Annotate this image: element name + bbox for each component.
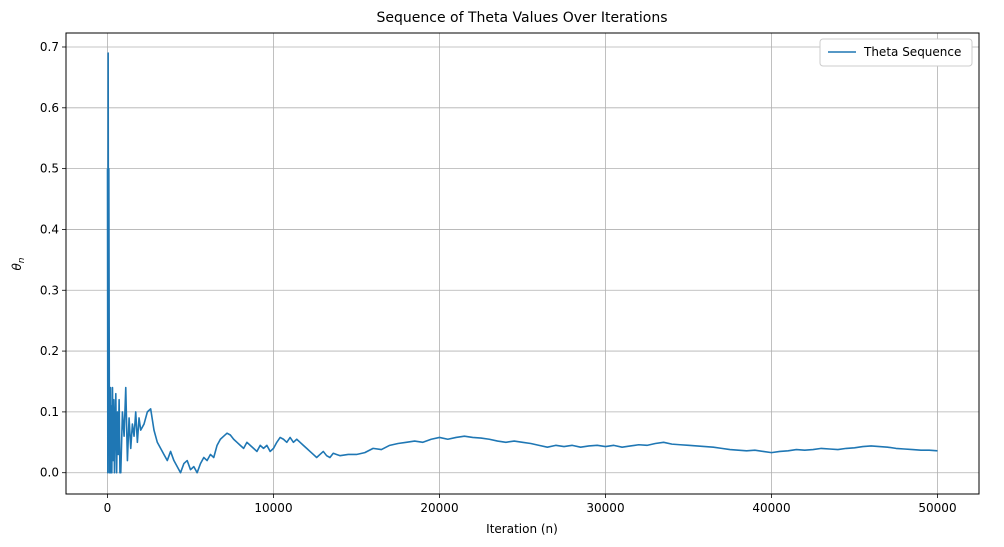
y-tick-label: 0.5	[40, 162, 59, 176]
x-tick-label: 10000	[254, 501, 292, 515]
x-axis-ticks: 0 10000 20000 30000 40000 50000	[104, 494, 957, 515]
plot-frame	[65, 32, 980, 495]
y-axis-label-main: θ	[10, 263, 24, 271]
x-tick-label: 0	[104, 501, 112, 515]
y-tick-label: 0.3	[40, 283, 59, 297]
y-tick-label: 0.7	[40, 40, 59, 54]
y-axis-label: θn	[10, 257, 27, 270]
x-tick-label: 20000	[420, 501, 458, 515]
legend: Theta Sequence	[819, 38, 973, 67]
y-tick-label: 0.4	[40, 222, 59, 236]
plot-area	[66, 33, 979, 494]
y-tick-label: 0.0	[40, 466, 59, 480]
series-line-theta	[106, 52, 938, 474]
y-axis-label-subscript: n	[17, 257, 27, 263]
legend-box	[819, 38, 973, 67]
y-tick-label: 0.6	[40, 101, 59, 115]
y-tick-label: 0.2	[40, 344, 59, 358]
x-axis-label: Iteration (n)	[486, 522, 558, 536]
y-axis-ticks: 0.0 0.1 0.2 0.3 0.4 0.5 0.6 0.7	[40, 40, 66, 480]
x-tick-label: 40000	[752, 501, 790, 515]
y-tick-label: 0.1	[40, 405, 59, 419]
legend-label: Theta Sequence	[863, 45, 961, 59]
x-tick-label: 50000	[918, 501, 956, 515]
x-tick-label: 30000	[586, 501, 624, 515]
chart-title: Sequence of Theta Values Over Iterations	[377, 10, 668, 26]
